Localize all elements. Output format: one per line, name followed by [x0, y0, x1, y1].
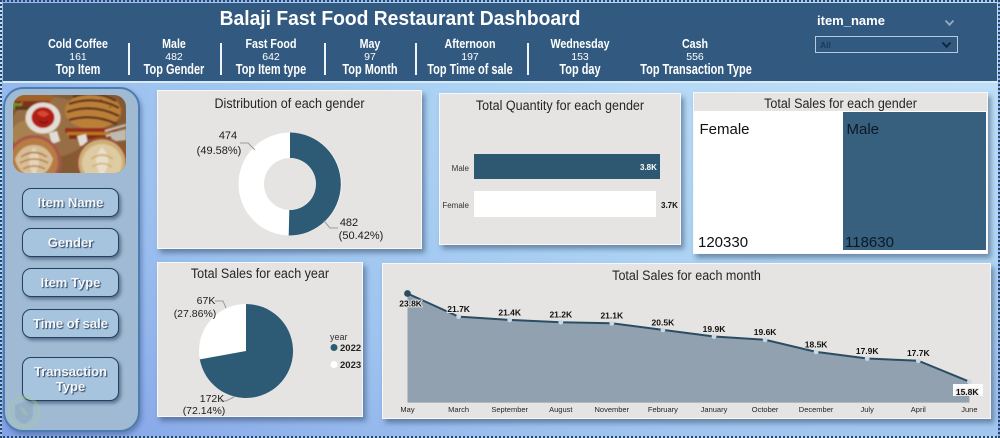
svg-text:March: March	[448, 405, 469, 414]
svg-text:June: June	[961, 405, 977, 414]
svg-text:2022: 2022	[340, 343, 361, 354]
svg-text:19.6K: 19.6K	[754, 327, 778, 337]
svg-text:67K: 67K	[197, 295, 216, 307]
svg-text:(49.58%): (49.58%)	[197, 145, 242, 157]
svg-text:20.5K: 20.5K	[652, 317, 676, 327]
svg-text:May: May	[400, 405, 414, 414]
svg-text:21.7K: 21.7K	[447, 304, 471, 314]
svg-text:December: December	[799, 405, 834, 414]
svg-text:482: 482	[340, 217, 358, 229]
svg-text:18.5K: 18.5K	[805, 339, 829, 349]
svg-text:(50.42%): (50.42%)	[339, 230, 384, 242]
svg-text:15.8K: 15.8K	[956, 387, 980, 397]
svg-text:January: January	[701, 405, 728, 414]
svg-text:(72.14%): (72.14%)	[183, 405, 226, 417]
svg-text:April: April	[911, 405, 926, 414]
svg-text:172K: 172K	[200, 393, 225, 405]
svg-text:474: 474	[219, 130, 237, 142]
svg-text:November: November	[594, 405, 629, 414]
svg-text:23.8K: 23.8K	[399, 299, 423, 309]
svg-text:21.1K: 21.1K	[600, 311, 624, 321]
svg-text:July: July	[861, 405, 875, 414]
svg-text:October: October	[752, 405, 779, 414]
svg-text:year: year	[330, 332, 348, 342]
svg-text:21.4K: 21.4K	[498, 307, 522, 317]
svg-text:21.2K: 21.2K	[549, 310, 573, 320]
svg-text:(27.86%): (27.86%)	[174, 308, 217, 320]
svg-text:2023: 2023	[340, 360, 361, 371]
svg-text:17.7K: 17.7K	[907, 348, 931, 358]
svg-text:19.9K: 19.9K	[703, 324, 727, 334]
svg-text:17.9K: 17.9K	[856, 346, 880, 356]
svg-text:February: February	[648, 405, 678, 414]
svg-text:August: August	[549, 405, 573, 414]
svg-text:September: September	[491, 405, 528, 414]
